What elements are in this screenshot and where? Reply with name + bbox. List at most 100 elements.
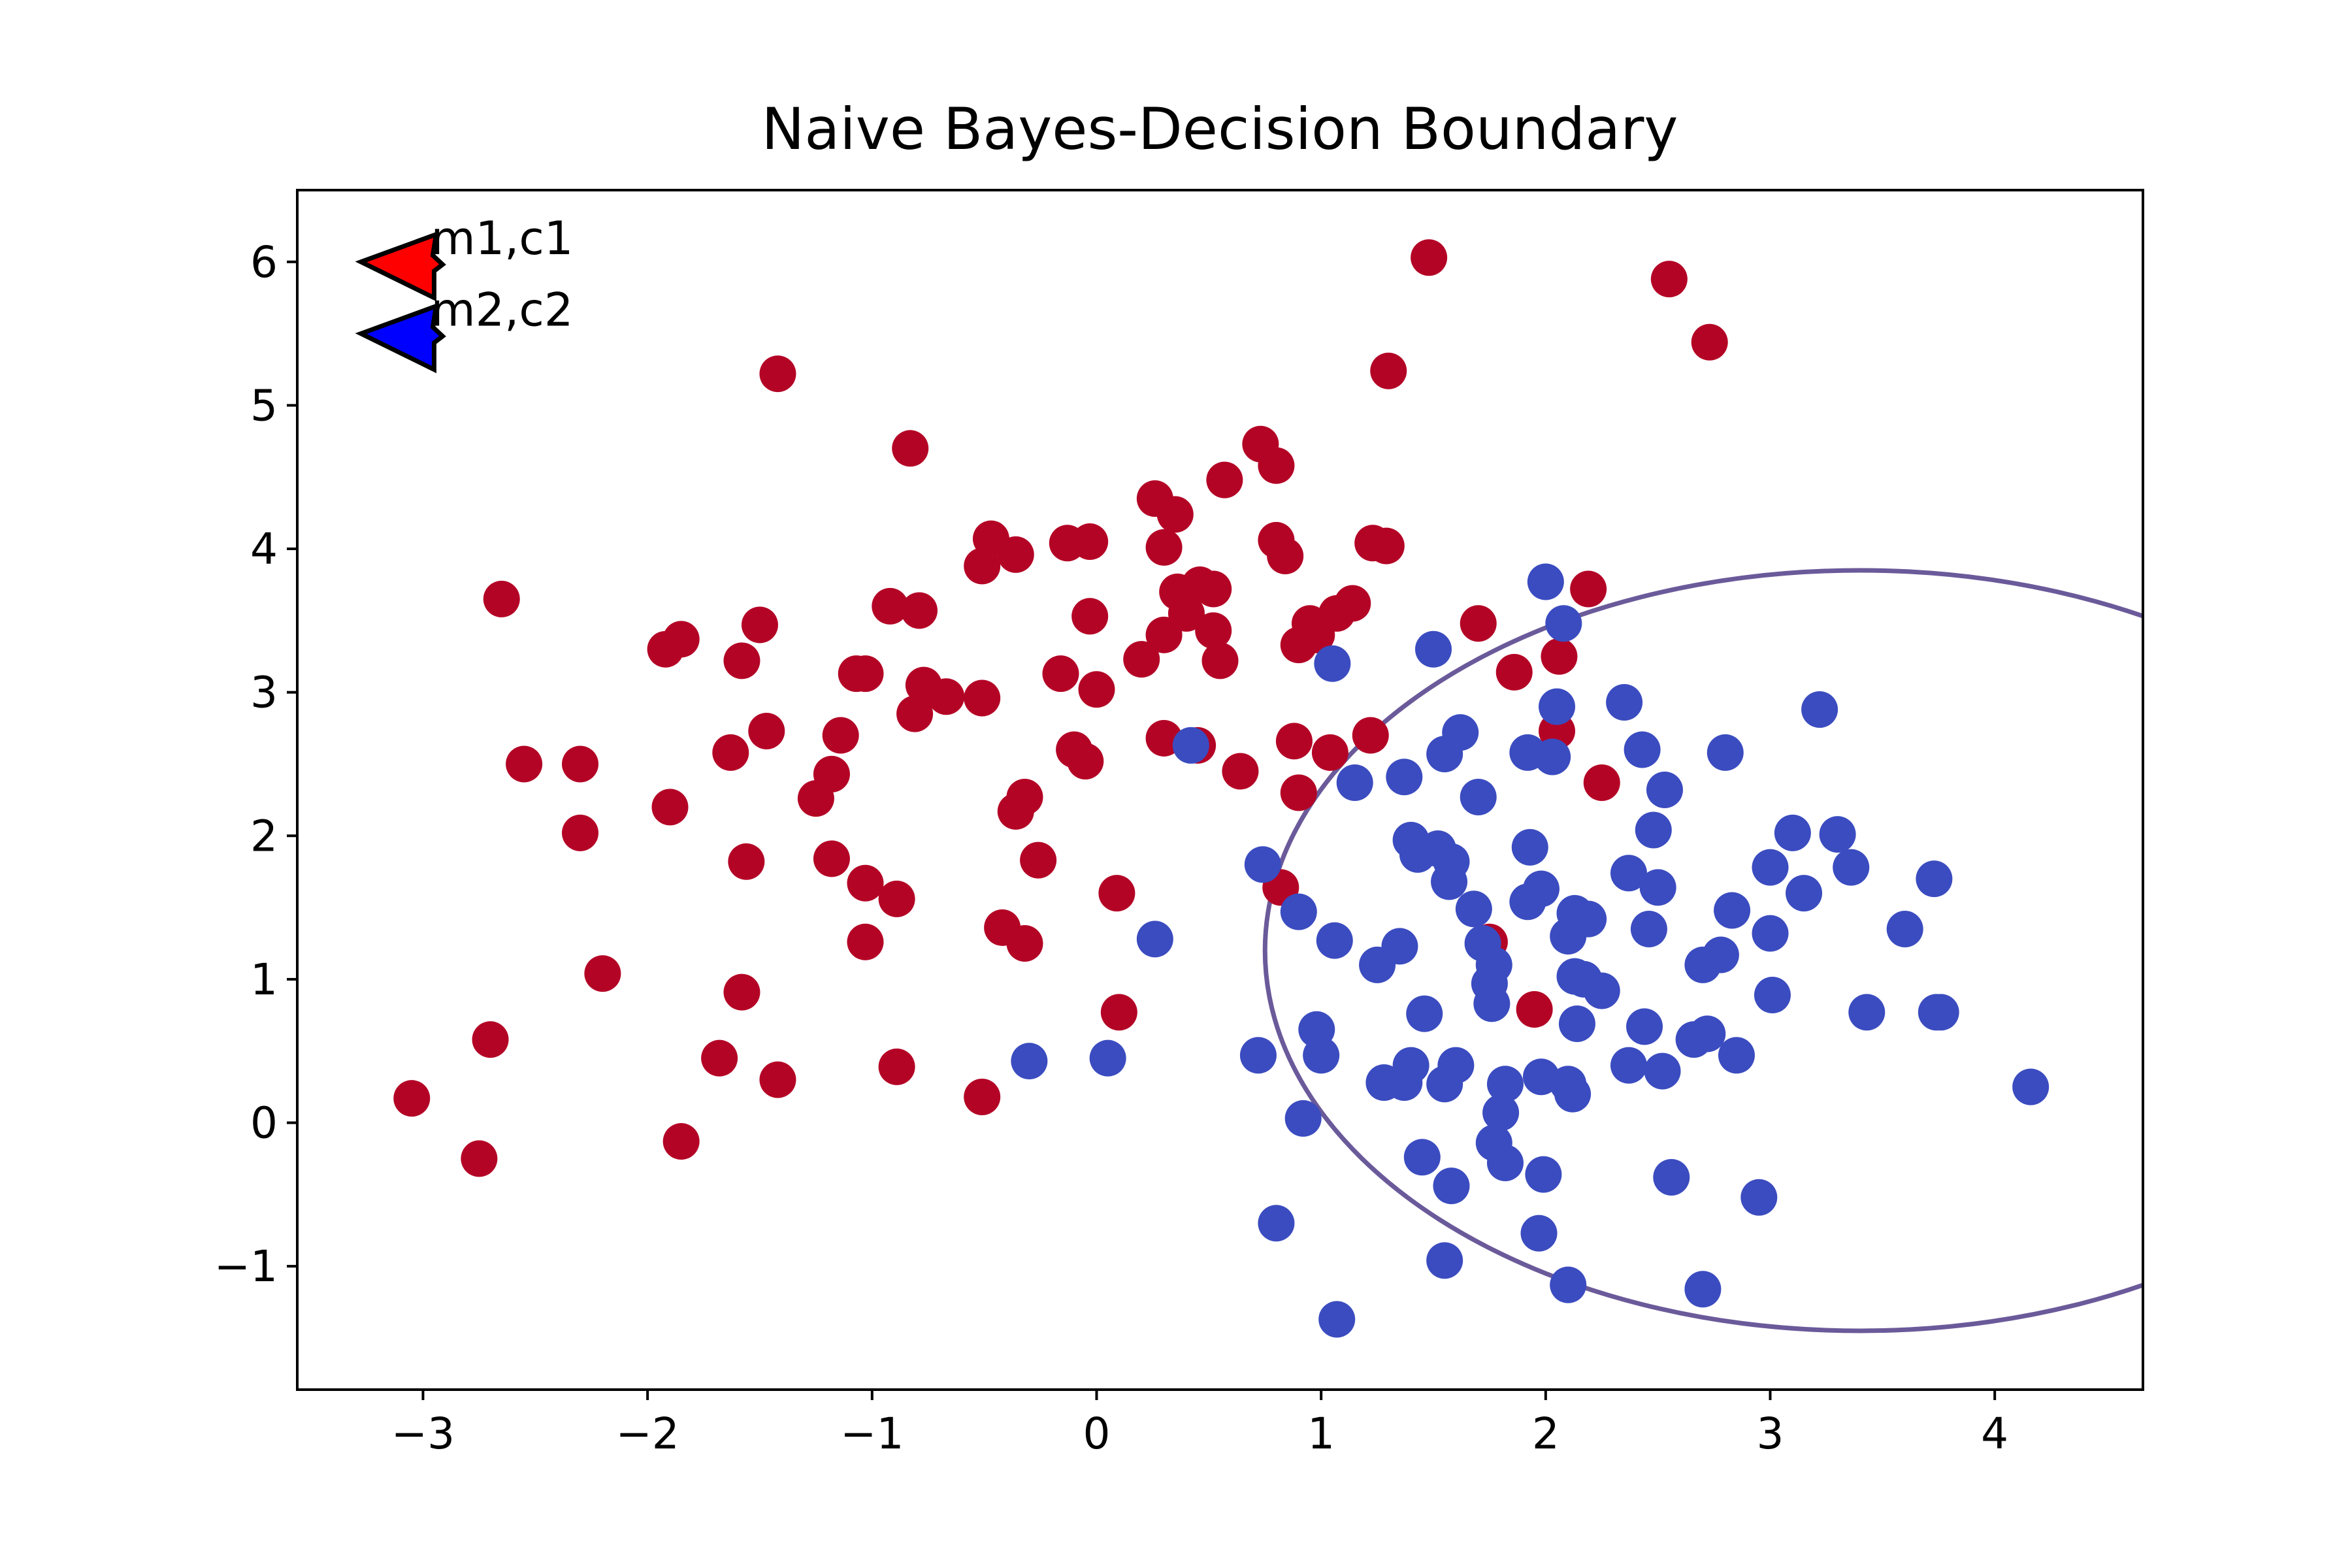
class1-point bbox=[878, 880, 915, 917]
class2-point bbox=[1545, 605, 1582, 642]
class2-point bbox=[1314, 645, 1351, 682]
class1-point bbox=[712, 734, 749, 771]
class1-point bbox=[1275, 723, 1313, 760]
class1-point bbox=[813, 840, 850, 877]
class1-point bbox=[584, 955, 621, 992]
class1-point bbox=[1570, 570, 1607, 608]
class1-point bbox=[1352, 717, 1389, 754]
class2-point bbox=[1303, 1037, 1340, 1074]
class2-point bbox=[1606, 684, 1643, 721]
class1-point bbox=[878, 1048, 915, 1085]
class1-point bbox=[1258, 447, 1295, 484]
x-tick-label: 1 bbox=[1307, 1409, 1335, 1459]
class2-point bbox=[1635, 811, 1672, 849]
class2-point bbox=[1437, 1047, 1475, 1084]
class1-point bbox=[723, 642, 760, 679]
class1-point bbox=[1495, 653, 1533, 691]
class2-point bbox=[1689, 1015, 1726, 1053]
class1-point bbox=[562, 814, 599, 851]
class1-point bbox=[662, 1123, 700, 1160]
class1-point bbox=[1071, 523, 1109, 561]
class2-point bbox=[1511, 828, 1548, 866]
class1-point bbox=[1042, 655, 1079, 693]
class2-point bbox=[1527, 563, 1564, 600]
class1-point bbox=[900, 592, 938, 629]
annotation-legend: m1,c1 m2,c2 bbox=[355, 212, 573, 374]
y-tick-label: 6 bbox=[250, 237, 278, 287]
class1-point bbox=[1691, 323, 1728, 361]
class2-point bbox=[1819, 816, 1856, 853]
chart-title: Naive Bayes-Decision Boundary bbox=[762, 95, 1678, 163]
class2-point bbox=[1089, 1039, 1126, 1077]
class1-point bbox=[562, 745, 599, 783]
class1-point bbox=[813, 755, 850, 792]
class2-point bbox=[1239, 1037, 1277, 1074]
x-tick-label: −1 bbox=[840, 1409, 904, 1459]
annotation-label: m2,c2 bbox=[431, 284, 573, 337]
class2-point bbox=[1486, 1145, 1524, 1182]
class2-point bbox=[1570, 900, 1607, 938]
class2-point bbox=[1558, 1005, 1595, 1042]
class1-point bbox=[1367, 527, 1405, 564]
data-points bbox=[393, 239, 2050, 1338]
class2-point bbox=[1550, 1266, 1587, 1303]
class1-point bbox=[964, 1078, 1001, 1115]
y-tick-label: 3 bbox=[250, 668, 278, 718]
class1-point bbox=[847, 655, 884, 693]
class1-point bbox=[1078, 671, 1115, 708]
class2-point bbox=[1752, 915, 1789, 952]
class2-point bbox=[2012, 1068, 2050, 1105]
class1-point bbox=[748, 712, 785, 749]
class1-point bbox=[723, 973, 760, 1011]
class1-point bbox=[896, 695, 934, 732]
class2-point bbox=[1740, 1179, 1778, 1216]
class2-point bbox=[1442, 714, 1479, 751]
class1-point bbox=[1516, 991, 1553, 1028]
class1-point bbox=[1195, 570, 1232, 608]
y-axis: −1 0 1 2 3 4 5 6 bbox=[214, 237, 297, 1292]
class1-point bbox=[1071, 598, 1109, 635]
class1-point bbox=[1650, 261, 1688, 298]
class1-point bbox=[1195, 612, 1232, 649]
decision-boundary bbox=[1263, 568, 2143, 1333]
class2-point bbox=[1316, 922, 1353, 959]
class2-point bbox=[1011, 1043, 1048, 1080]
class1-point bbox=[1370, 352, 1407, 389]
class1-point bbox=[741, 606, 778, 644]
class2-point bbox=[1714, 892, 1751, 929]
class1-point bbox=[651, 789, 689, 826]
y-tick-label: 0 bbox=[250, 1098, 278, 1149]
class2-point bbox=[1406, 995, 1443, 1032]
class1-point bbox=[759, 1061, 796, 1098]
y-tick-label: 1 bbox=[250, 955, 278, 1005]
class2-point bbox=[1646, 772, 1683, 808]
class2-point bbox=[1626, 1008, 1663, 1045]
class2-point bbox=[1336, 764, 1373, 802]
class1-point bbox=[1098, 875, 1135, 912]
annotation-arrow bbox=[355, 302, 446, 374]
class2-point bbox=[1520, 1215, 1558, 1252]
class2-point bbox=[1486, 1066, 1524, 1103]
class2-point bbox=[1554, 1075, 1592, 1113]
x-axis: −3 −2 −1 0 1 2 3 4 bbox=[391, 1390, 2008, 1459]
class1-point bbox=[728, 843, 765, 880]
class2-point bbox=[1833, 849, 1870, 886]
class2-point bbox=[1426, 1242, 1463, 1279]
class1-point bbox=[393, 1080, 431, 1117]
class1-point bbox=[506, 745, 543, 783]
class2-point bbox=[1475, 946, 1512, 983]
class1-point bbox=[1156, 496, 1194, 533]
y-tick-label: −1 bbox=[214, 1241, 278, 1292]
x-tick-label: 4 bbox=[1981, 1409, 2008, 1459]
class1-point bbox=[1020, 841, 1057, 879]
class1-point bbox=[1460, 605, 1497, 642]
class2-point bbox=[1392, 1047, 1429, 1084]
class1-point bbox=[759, 355, 796, 393]
class2-point bbox=[1752, 849, 1789, 886]
class2-point bbox=[1610, 855, 1647, 892]
class2-point bbox=[1707, 734, 1744, 771]
class2-point bbox=[1460, 778, 1497, 815]
y-tick-label: 2 bbox=[250, 811, 278, 861]
class2-point bbox=[1534, 738, 1571, 776]
